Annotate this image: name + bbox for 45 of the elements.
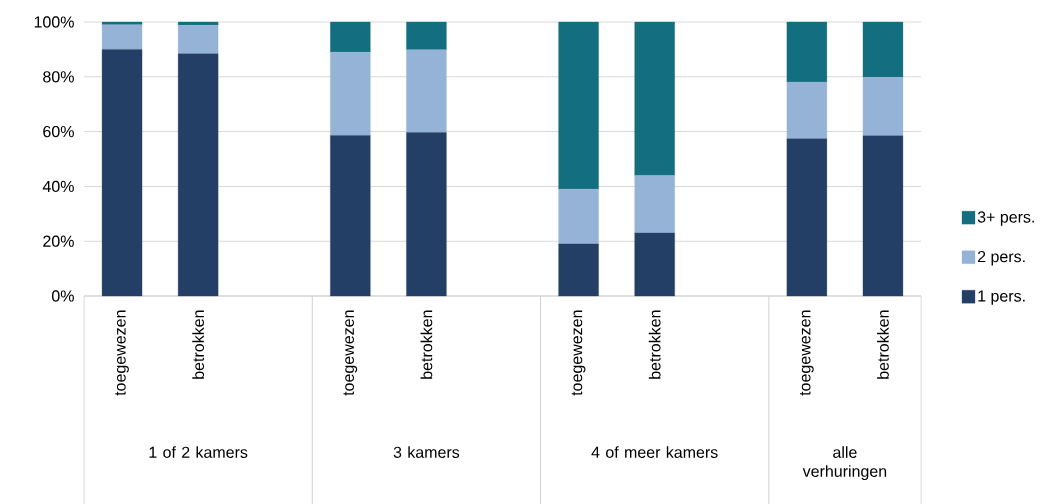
bar [558, 188, 599, 245]
legend-label: 3+ pers. [977, 211, 1034, 226]
bar [406, 132, 447, 297]
bar [558, 21, 599, 190]
y-tick-label: 100% [34, 16, 74, 28]
bar [862, 77, 904, 136]
x-tick-label: toegewezen [343, 310, 358, 396]
bar [177, 21, 219, 26]
bar [177, 25, 219, 54]
bar [177, 53, 219, 297]
x-tick-label: toegewezen [115, 310, 129, 396]
bar [406, 21, 447, 50]
y-tick-label: 40% [42, 180, 74, 193]
y-tick-label: 80% [43, 71, 74, 83]
bar [862, 135, 904, 297]
bar [786, 81, 828, 139]
x-tick-label: toegewezen [571, 310, 586, 396]
bar [634, 21, 675, 176]
bar [634, 175, 675, 234]
text: 1 of 2 kamers [149, 446, 248, 458]
bar [558, 243, 599, 297]
bar [101, 24, 143, 50]
x-tick-label: betrokken [420, 310, 433, 379]
x-tick-label: betrokken [877, 310, 889, 379]
text: alle verhuringen [802, 446, 887, 481]
y-tick-label: 60% [43, 125, 74, 138]
bar [330, 21, 371, 53]
y-tick-label: 20% [43, 235, 74, 247]
text: 4 of meer kamers [591, 446, 718, 458]
legend-label: 1 pers. [978, 290, 1025, 305]
bar [330, 135, 371, 297]
bar [101, 21, 143, 25]
text: 3 kamers [393, 446, 460, 458]
y-tick-label: 0% [51, 290, 74, 302]
bar [101, 49, 143, 297]
x-tick-label: toegewezen [800, 310, 814, 396]
x-tick-label: betrokken [648, 310, 661, 379]
x-tick-label: betrokken [192, 310, 205, 379]
bar [862, 21, 904, 78]
bar [406, 49, 447, 133]
bar [786, 138, 828, 297]
bar [330, 51, 371, 136]
bar [786, 21, 828, 83]
legend-label: 2 pers. [977, 250, 1025, 266]
bar [634, 232, 675, 297]
